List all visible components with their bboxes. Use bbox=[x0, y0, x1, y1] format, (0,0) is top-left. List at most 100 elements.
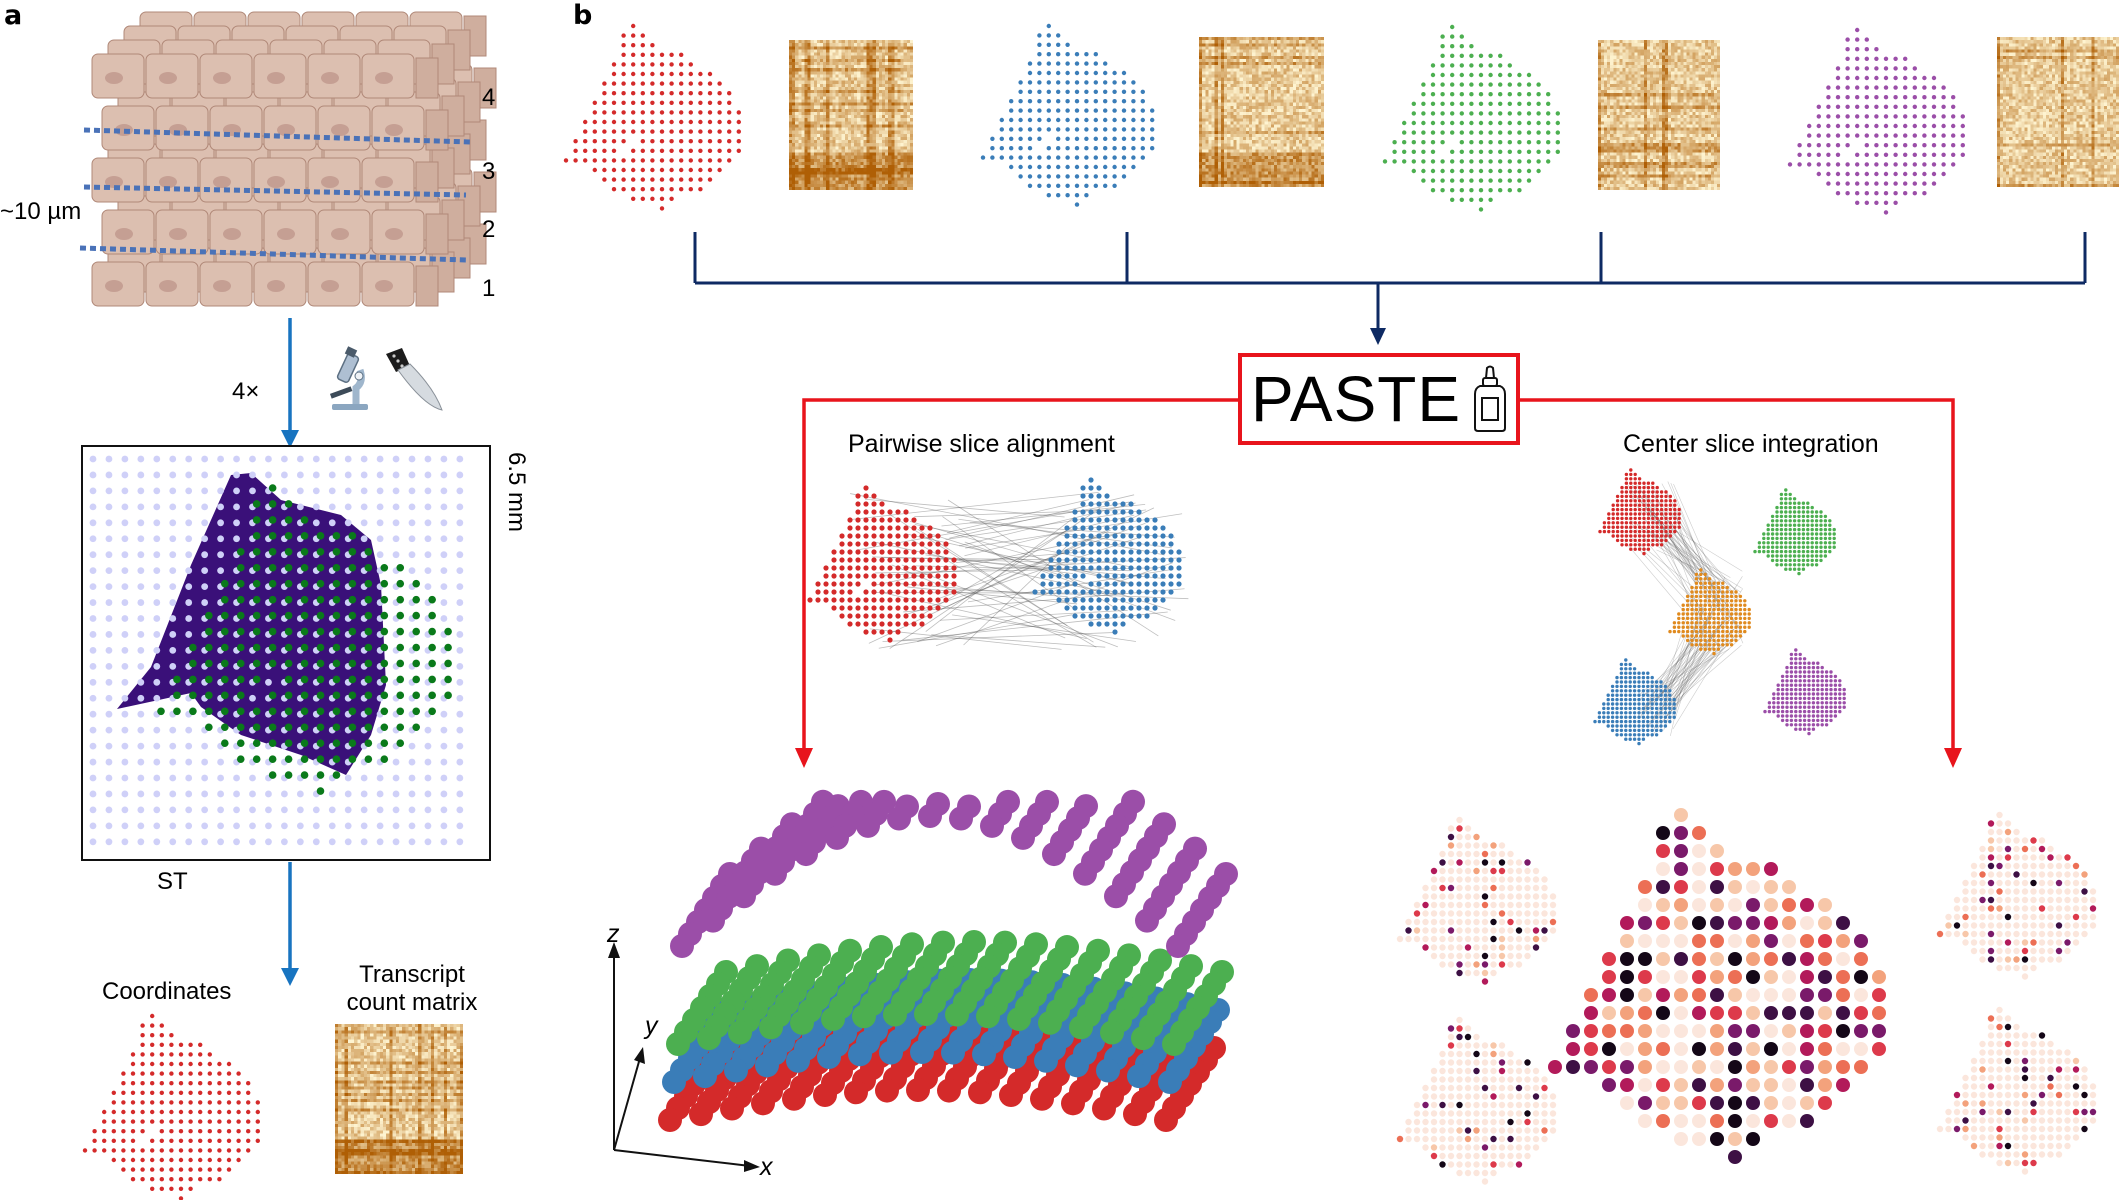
mapping-line bbox=[1670, 482, 1731, 637]
tissue-spot bbox=[332, 691, 341, 700]
slice-4-dot bbox=[1785, 674, 1789, 679]
array-spot bbox=[312, 455, 320, 463]
slice-dot bbox=[1430, 92, 1436, 97]
slice-3-dot bbox=[1646, 671, 1650, 675]
array-spot bbox=[440, 583, 448, 590]
slice-4-dot bbox=[1807, 670, 1811, 674]
slice-dot bbox=[1421, 130, 1426, 135]
array-spot bbox=[408, 838, 416, 846]
center-slice-dot bbox=[1685, 603, 1690, 607]
slice-dot bbox=[1498, 149, 1503, 154]
slice-2-expression-spot bbox=[2038, 930, 2046, 938]
slice-dot bbox=[611, 129, 617, 134]
slice-2-dot bbox=[1064, 605, 1070, 611]
slice-1-dot bbox=[1637, 499, 1642, 503]
slice-dot bbox=[1864, 171, 1869, 177]
slice-dot bbox=[1488, 53, 1493, 58]
slice-2-dot bbox=[1080, 597, 1086, 603]
coordinate-dot bbox=[111, 1100, 116, 1105]
array-spot bbox=[89, 599, 97, 606]
slice-2-expression-spot bbox=[2013, 947, 2020, 955]
slice-2-expression-spot bbox=[1953, 896, 1961, 904]
slice-1-dot bbox=[1633, 538, 1637, 543]
slice-1-expression-spot bbox=[1481, 935, 1489, 943]
mapping-line bbox=[1625, 541, 1703, 634]
slice-dot bbox=[698, 129, 703, 134]
slice-dot bbox=[669, 158, 674, 163]
slice-2-dot bbox=[1788, 554, 1792, 558]
array-spot bbox=[424, 822, 432, 830]
slice-3-expression-spot bbox=[1490, 1093, 1497, 1100]
tissue-spot bbox=[412, 659, 421, 668]
slice-4-dot bbox=[1820, 683, 1824, 687]
slice-dot bbox=[659, 129, 665, 134]
slice-1-expression-spot bbox=[1532, 927, 1540, 934]
layer-3-spot bbox=[1100, 1020, 1124, 1045]
center-slice-dot bbox=[1707, 625, 1712, 629]
slice-3-expression-spot bbox=[1507, 1093, 1514, 1100]
slice-2-dot bbox=[1120, 517, 1126, 523]
coordinate-dot bbox=[140, 1148, 145, 1153]
slice-3-expression-spot bbox=[1498, 1042, 1506, 1049]
slice-dot bbox=[1951, 123, 1956, 129]
slice-3-expression-spot bbox=[1473, 1067, 1480, 1075]
center-slice-dot bbox=[1738, 599, 1743, 603]
slice-dot bbox=[1960, 152, 1965, 157]
tissue-spot bbox=[348, 532, 357, 540]
slice-3-expression-spot bbox=[1473, 1110, 1480, 1117]
slice-2-expression-spot bbox=[2004, 828, 2012, 836]
slice-1-dot bbox=[1642, 543, 1646, 547]
slice-2-dot bbox=[1823, 549, 1828, 554]
slice-1-expression-spot bbox=[1447, 910, 1455, 917]
slice-dot bbox=[1430, 111, 1436, 116]
slice-3-expression-spot bbox=[1507, 1152, 1514, 1160]
slice-3-expression-spot bbox=[1422, 1118, 1429, 1126]
slice-2-dot bbox=[1779, 541, 1784, 545]
tissue-spot bbox=[300, 643, 309, 652]
slice-1-expression-spot bbox=[1464, 833, 1472, 841]
coordinate-dot bbox=[111, 1109, 116, 1115]
slice-4-dot bbox=[1780, 683, 1785, 687]
slice-1-dot bbox=[1637, 534, 1642, 538]
slice-2-dot bbox=[1806, 563, 1810, 567]
coordinate-dot bbox=[236, 1071, 241, 1076]
array-spot bbox=[169, 599, 177, 606]
slice-dot bbox=[1864, 47, 1869, 52]
slice-3-dot bbox=[1650, 728, 1654, 733]
slice-2-dot bbox=[1152, 549, 1158, 555]
slice-1-expression-spot bbox=[1481, 961, 1489, 968]
slice-dot bbox=[1121, 80, 1127, 85]
tissue-spot bbox=[364, 643, 373, 652]
tissue-spot bbox=[284, 627, 293, 636]
alignment-line bbox=[850, 493, 1165, 556]
slice-dot bbox=[631, 52, 636, 57]
array-spot bbox=[328, 455, 336, 463]
slice-2-dot bbox=[1784, 514, 1788, 519]
slice-4-dot bbox=[1789, 679, 1794, 683]
slice-4-dot bbox=[1798, 718, 1802, 723]
slice-dot bbox=[1507, 111, 1512, 116]
tissue-spot bbox=[380, 739, 389, 747]
tissue-spot bbox=[189, 659, 197, 668]
array-spot bbox=[360, 790, 368, 798]
slice-3-dot bbox=[1624, 684, 1628, 689]
slice-1-dot bbox=[1651, 494, 1655, 499]
slice-1-expression-spot bbox=[1464, 867, 1472, 875]
slice-2-dot bbox=[1810, 505, 1814, 510]
tissue-spot bbox=[300, 771, 309, 779]
slice-2-dot bbox=[1120, 613, 1126, 619]
slice-2-expression-spot bbox=[2081, 871, 2088, 878]
slice-3-dot bbox=[1668, 697, 1672, 702]
array-spot bbox=[360, 519, 368, 527]
center-slice-dot bbox=[1729, 634, 1734, 638]
slice-dot bbox=[1536, 140, 1541, 145]
slice-2-dot bbox=[1770, 545, 1775, 549]
slice-dot bbox=[573, 158, 578, 163]
array-spot bbox=[105, 790, 113, 798]
slice-3-dot bbox=[1641, 671, 1646, 675]
slice-1-expression-spot bbox=[1507, 927, 1514, 934]
slice-dot bbox=[1065, 70, 1070, 76]
center-slice-dot bbox=[1738, 616, 1743, 621]
coordinate-dot bbox=[217, 1090, 222, 1095]
slice-1-expression-spot bbox=[1524, 935, 1531, 943]
